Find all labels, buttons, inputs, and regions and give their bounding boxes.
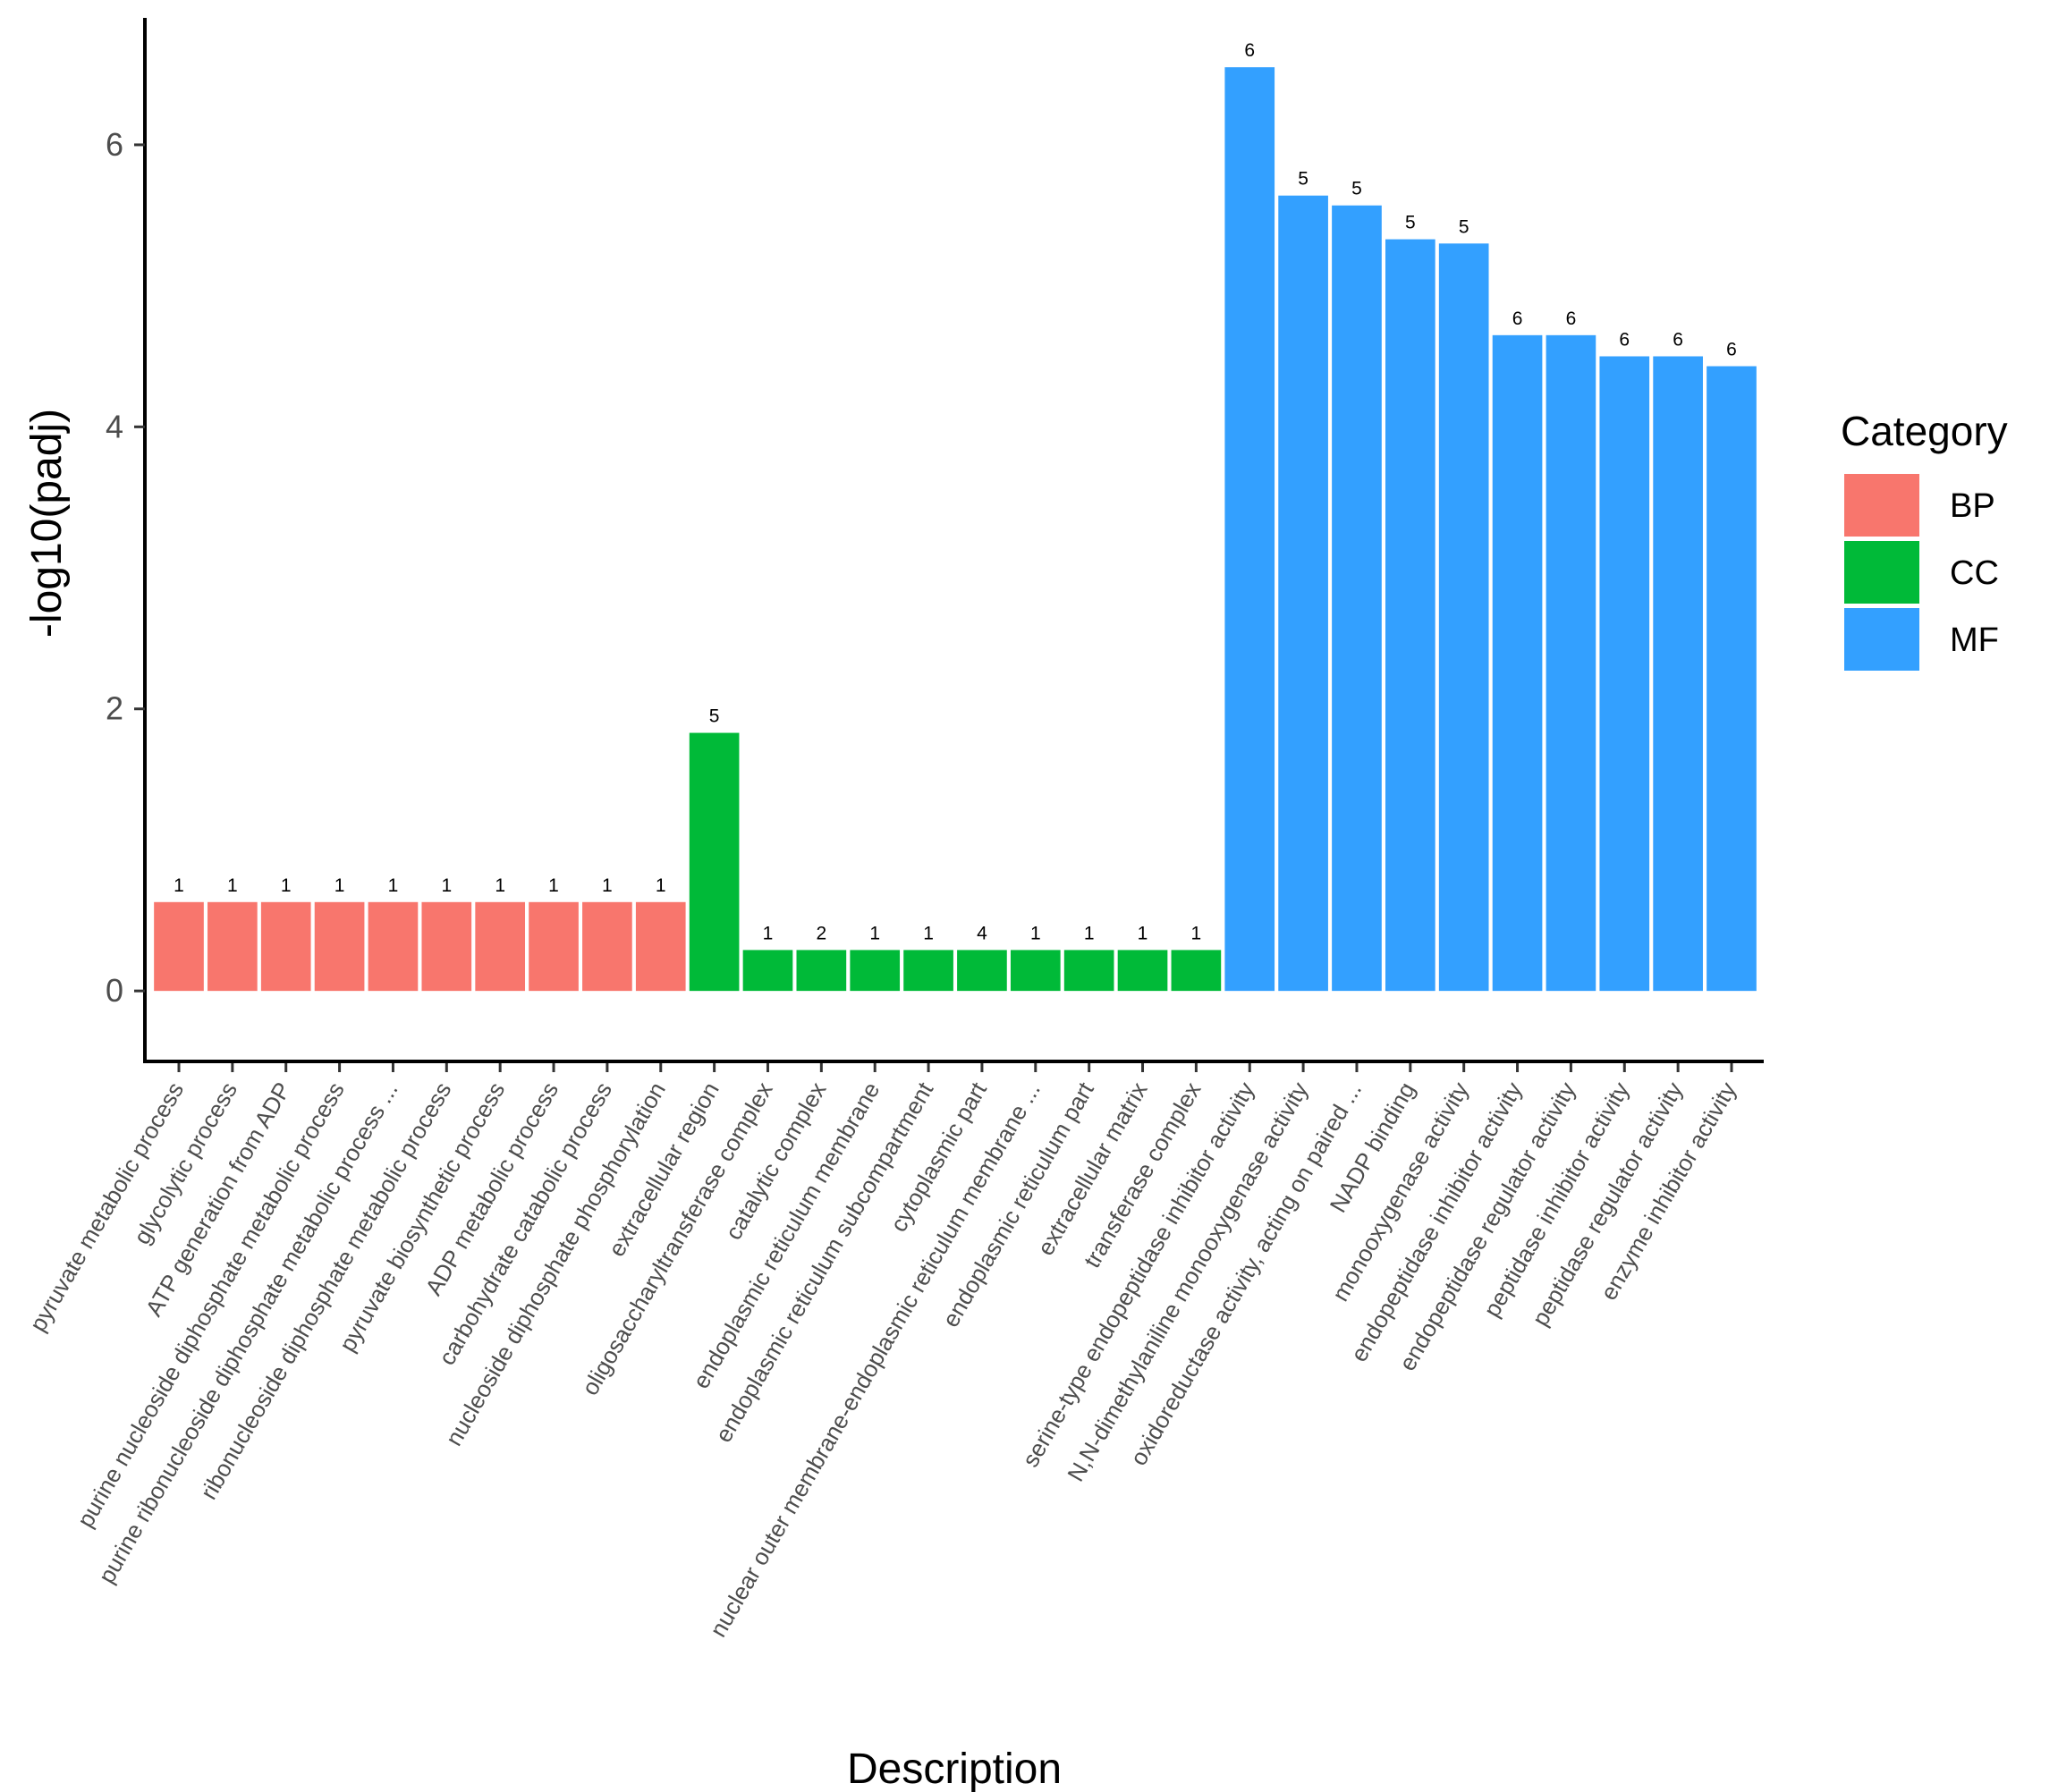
bar-count-label: 5: [1405, 213, 1416, 233]
bar-mf: [1385, 239, 1436, 992]
bar-bp: [582, 901, 632, 992]
bar-bp: [207, 901, 258, 992]
y-axis: 0 2 4 6: [106, 18, 147, 1063]
bar-mf: [1492, 334, 1543, 992]
bar-cc: [1063, 950, 1114, 992]
bar-count-label: 5: [1351, 179, 1362, 199]
y-axis-title: -log10(padj): [23, 409, 71, 638]
bar-count-label: 1: [441, 875, 452, 896]
bar-count-label: 6: [1726, 340, 1737, 360]
bar-count-label: 4: [977, 923, 987, 943]
bar-cc: [742, 950, 793, 992]
bar-mf: [1278, 195, 1328, 992]
bar-cc: [1010, 950, 1061, 992]
bar-bp: [260, 901, 311, 992]
bar-count-label: 1: [869, 923, 880, 943]
bar-count-label: 1: [763, 923, 774, 943]
bar-bp: [368, 901, 419, 992]
bar-mf: [1224, 67, 1275, 992]
bar-bp: [154, 901, 204, 992]
bar-cc: [1171, 950, 1222, 992]
bar-mf: [1546, 334, 1596, 992]
y-tick-label: 4: [106, 408, 123, 444]
legend-key-cc: [1844, 541, 1919, 604]
bar-count-label: 6: [1244, 40, 1255, 61]
legend-entries: BP CC MF: [1844, 474, 1999, 671]
bar-count-label: 1: [1084, 923, 1095, 943]
bar-bp: [421, 901, 472, 992]
legend-key-mf: [1844, 608, 1919, 671]
bar-count-label: 5: [1459, 216, 1469, 237]
bar-count-label: 6: [1512, 309, 1523, 329]
bar-count-label: 1: [602, 875, 613, 896]
legend-label-cc: CC: [1950, 554, 1999, 592]
bar-mf: [1653, 356, 1703, 992]
bar-cc: [1117, 950, 1168, 992]
legend-label-bp: BP: [1950, 487, 1995, 525]
bar-mf: [1707, 366, 1757, 992]
x-axis-title: Description: [847, 1746, 1062, 1792]
bar-bp: [529, 901, 579, 992]
bar-count-label: 1: [227, 875, 238, 896]
data-labels-layer: 1 1 1 1 1 1 1 1 1 1 5 1 2 1 1 4 1 1 1 1 6 5 5 5 5 6 6 6 6 6: [174, 40, 1737, 943]
legend-label-mf: MF: [1950, 621, 1999, 659]
bar-count-label: 6: [1566, 309, 1577, 329]
legend-key-bp: [1844, 474, 1919, 537]
bar-count-label: 1: [1030, 923, 1041, 943]
bar-count-label: 1: [1191, 923, 1202, 943]
y-tick-label: 6: [106, 126, 123, 163]
bar-count-label: 1: [548, 875, 559, 896]
legend: Category BP CC MF: [1841, 408, 2008, 671]
bar-cc: [957, 950, 1007, 992]
bar-mf: [1332, 205, 1382, 992]
y-tick-label: 0: [106, 972, 123, 1009]
bars-layer: [154, 67, 1757, 992]
bar-cc: [796, 950, 847, 992]
bar-count-label: 6: [1673, 329, 1683, 350]
legend-title: Category: [1841, 408, 2008, 454]
bar-count-label: 1: [174, 875, 184, 896]
bar-bp: [475, 901, 526, 992]
bar-count-label: 1: [1138, 923, 1148, 943]
bar-count-label: 1: [388, 875, 399, 896]
bar-count-label: 5: [709, 706, 720, 727]
bar-bp: [635, 901, 686, 992]
bar-cc: [689, 732, 740, 992]
bar-count-label: 1: [335, 875, 345, 896]
bar-count-label: 6: [1619, 329, 1630, 350]
bar-bp: [314, 901, 365, 992]
bar-mf: [1438, 243, 1489, 992]
bar-cc: [903, 950, 953, 992]
bar-mf: [1599, 356, 1650, 992]
bar-count-label: 1: [923, 923, 934, 943]
bar-count-label: 1: [656, 875, 666, 896]
bar-count-label: 5: [1298, 169, 1308, 190]
bar-count-label: 1: [495, 875, 505, 896]
y-tick-label: 2: [106, 690, 123, 727]
bar-cc: [850, 950, 901, 992]
bar-count-label: 1: [281, 875, 292, 896]
bar-count-label: 2: [816, 923, 826, 943]
